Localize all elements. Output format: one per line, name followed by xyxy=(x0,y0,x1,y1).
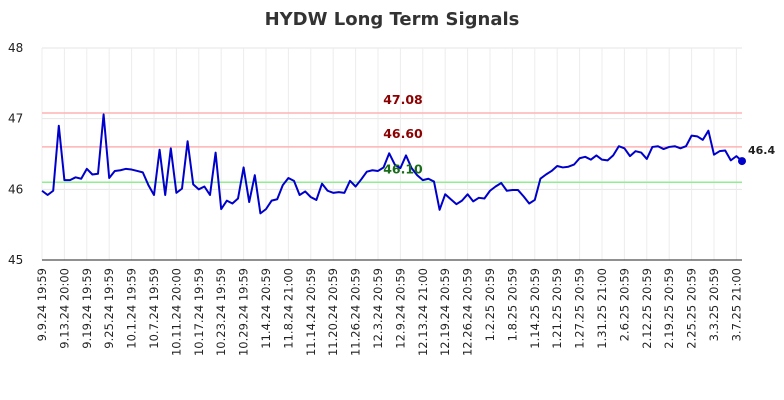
x-tick-label: 10.29.24 19:59 xyxy=(237,268,251,356)
reference-line-label: 47.08 xyxy=(383,92,423,107)
x-tick-label: 12.3.24 20:59 xyxy=(371,268,385,349)
x-tick-label: 12.26.24 20:59 xyxy=(461,268,475,356)
x-tick-label: 11.14.24 20:59 xyxy=(304,268,318,356)
x-tick-label: 11.20.24 20:59 xyxy=(326,268,340,356)
y-tick-label: 46 xyxy=(8,182,23,196)
x-tick-label: 1.27.25 20:59 xyxy=(573,268,587,349)
x-tick-label: 12.13.24 21:00 xyxy=(416,268,430,356)
x-tick-label: 11.4.24 20:59 xyxy=(259,268,273,349)
x-tick-label: 2.19.25 20:59 xyxy=(662,268,676,349)
x-tick-label: 10.17.24 19:59 xyxy=(192,268,206,356)
x-tick-label: 1.8.25 20:59 xyxy=(505,268,519,341)
x-tick-label: 1.14.25 20:59 xyxy=(528,268,542,349)
x-tick-label: 9.13.24 20:00 xyxy=(57,268,71,349)
axes: 45 46 47 48 9.9.24 19:59 9.13.24 20:00 9.19.24… xyxy=(8,41,743,356)
x-tick-label: 9.9.24 19:59 xyxy=(35,268,49,341)
y-tick-label: 45 xyxy=(8,253,23,267)
x-tick-label: 2.12.25 20:59 xyxy=(640,268,654,349)
y-tick-label: 47 xyxy=(8,112,23,126)
x-tick-label: 1.2.25 20:59 xyxy=(483,268,497,341)
labels: 47.08 46.60 46.10 46.4 xyxy=(383,92,775,176)
last-value-label: 46.4 xyxy=(748,144,775,157)
x-tick-label: 9.19.24 19:59 xyxy=(80,268,94,349)
x-tick-label: 10.23.24 19:59 xyxy=(214,268,228,356)
x-tick-label: 11.26.24 20:59 xyxy=(349,268,363,356)
x-tick-label: 10.11.24 20:00 xyxy=(169,268,183,356)
grid xyxy=(41,47,742,261)
x-tick-label: 1.31.25 21:00 xyxy=(595,268,609,349)
x-tick-label: 9.25.24 19:59 xyxy=(102,268,116,349)
x-tick-label: 10.1.24 19:59 xyxy=(125,268,139,349)
reference-line-label: 46.10 xyxy=(383,161,423,176)
x-tick-label: 11.8.24 21:00 xyxy=(281,268,295,349)
x-tick-label: 2.6.25 20:59 xyxy=(617,268,631,341)
reference-line-label: 46.60 xyxy=(383,126,423,141)
x-tick-label: 1.21.25 20:59 xyxy=(550,268,564,349)
x-tick-label: 2.25.25 20:59 xyxy=(685,268,699,349)
x-tick-label: 12.19.24 20:59 xyxy=(438,268,452,356)
reference-lines xyxy=(42,112,742,184)
last-point-marker xyxy=(738,157,746,166)
x-tick-label: 3.7.25 21:00 xyxy=(729,268,743,341)
chart-title: HYDW Long Term Signals xyxy=(265,9,520,30)
x-tick-label: 12.9.24 20:59 xyxy=(393,268,407,349)
y-tick-label: 48 xyxy=(8,41,23,55)
x-tick-label: 3.3.25 20:59 xyxy=(707,268,721,341)
series xyxy=(41,113,746,215)
x-tick-label: 10.7.24 19:59 xyxy=(147,268,161,349)
series-line xyxy=(41,113,743,215)
